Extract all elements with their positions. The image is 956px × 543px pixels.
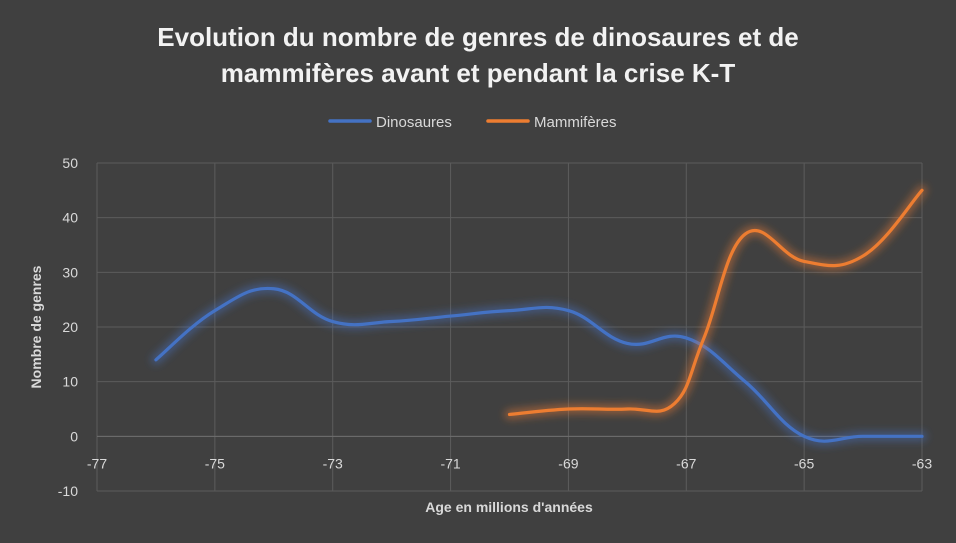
x-tick-label: -69 [558, 455, 578, 471]
y-tick-label: -10 [58, 483, 78, 499]
y-tick-label: 40 [62, 210, 78, 226]
x-tick-label: -75 [205, 455, 225, 471]
x-tick-label: -71 [440, 455, 460, 471]
y-tick-label: 30 [62, 264, 78, 280]
legend-label-mammiferes: Mammifères [534, 114, 617, 131]
x-tick-label: -65 [794, 455, 814, 471]
chart-title-line-2: mammifères avant et pendant la crise K-T [221, 58, 736, 88]
chart-title-line-1: Evolution du nombre de genres de dinosau… [157, 22, 798, 52]
series-lines [150, 185, 927, 447]
x-axis-title: Age en millions d'années [425, 499, 593, 515]
x-axis-ticks: -77 -75 -73 -71 -69 -67 -65 -63 [87, 455, 932, 471]
y-tick-label: 50 [62, 155, 78, 171]
x-tick-label: -77 [87, 455, 107, 471]
y-axis-ticks: -10 0 10 20 30 40 50 [58, 155, 78, 499]
y-axis-title: Nombre de genres [28, 265, 44, 388]
series-line-mammiferes [507, 188, 924, 417]
x-tick-label: -63 [912, 455, 932, 471]
gridlines [96, 162, 923, 492]
y-tick-label: 20 [62, 319, 78, 335]
series-glow-dinosaures [150, 283, 927, 447]
legend: Dinosaures Mammifères [328, 114, 617, 131]
y-tick-label: 10 [62, 374, 78, 390]
y-tick-label: 0 [70, 428, 78, 444]
series-line-dinosaures [154, 286, 924, 443]
x-tick-label: -67 [676, 455, 696, 471]
x-tick-label: -73 [323, 455, 343, 471]
legend-label-dinosaures: Dinosaures [376, 114, 452, 131]
